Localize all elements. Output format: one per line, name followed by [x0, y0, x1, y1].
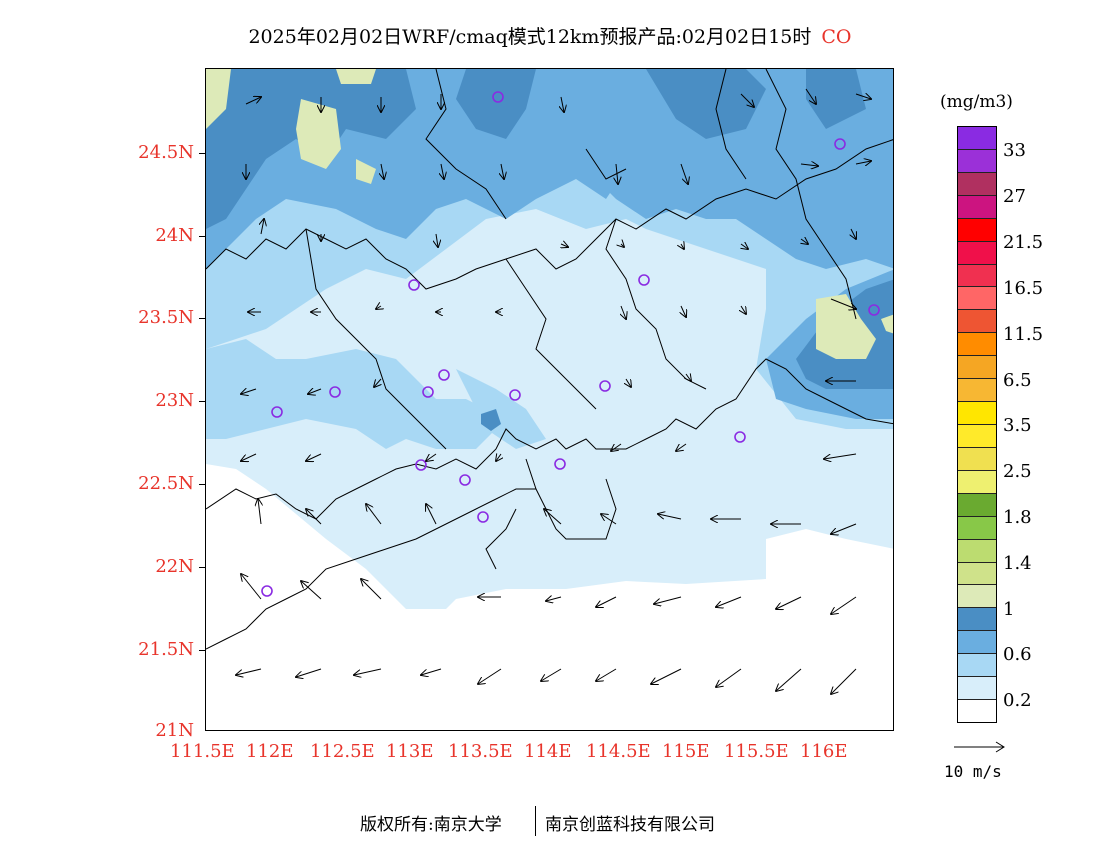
vector-legend-label: 10 m/s: [944, 762, 1002, 781]
colorbar-label-0.6: 0.6: [1003, 644, 1032, 665]
colorbar-swatch: [958, 608, 996, 632]
co-band-green-b: [296, 99, 341, 169]
lon-label-116: 116E: [800, 741, 848, 762]
colorbar-swatch: [958, 447, 996, 471]
colorbar-swatch: [958, 516, 996, 540]
colorbar-swatch: [958, 149, 996, 173]
colorbar-swatch: [958, 356, 996, 380]
title-text: 2025年02月02日WRF/cmaq模式12km预报产品:02月02日15时: [248, 26, 812, 48]
co-band-1.4b: [456, 69, 536, 139]
lon-label-113: 113E: [386, 741, 434, 762]
colorbar-swatch: [958, 379, 996, 403]
lon-label-112: 112E: [246, 741, 294, 762]
colorbar-label-33: 33: [1003, 140, 1026, 161]
footer-divider: [535, 806, 536, 836]
colorbar-label-6.5: 6.5: [1003, 370, 1032, 391]
lat-label-23.5: 23.5N: [138, 307, 194, 328]
colorbar-swatch: [958, 402, 996, 425]
lon-label-111.5: 111.5E: [170, 741, 235, 762]
lat-label-21: 21N: [155, 720, 194, 741]
colorbar-label-3.5: 3.5: [1003, 415, 1032, 436]
y-tick-21.5: [199, 650, 205, 651]
colorbar-swatch: [958, 654, 996, 678]
monitoring-sites: [261, 91, 880, 597]
map-svg: [206, 69, 893, 731]
colorbar-swatch: [958, 264, 996, 288]
lat-label-22.5: 22.5N: [138, 473, 194, 494]
colorbar-swatch: [958, 127, 996, 150]
co-band-green-d: [336, 69, 376, 84]
co-band-green-c: [356, 159, 376, 184]
colorbar-swatch: [958, 631, 996, 655]
colorbar-swatch: [958, 218, 996, 242]
colorbar-swatch: [958, 172, 996, 196]
colorbar-label-2.5: 2.5: [1003, 461, 1032, 482]
colorbar-unit: (mg/m3): [940, 92, 1013, 112]
co-band-1.4c: [646, 69, 766, 139]
colorbar-swatch: [958, 241, 996, 265]
vector-legend-arrow: [954, 741, 1005, 753]
footer-company: 南京创蓝科技有限公司: [545, 815, 715, 835]
y-tick-22.5: [199, 484, 205, 485]
colorbar-swatch: [958, 700, 996, 722]
co-band-green: [206, 69, 231, 129]
colorbar-label-11.5: 11.5: [1003, 324, 1044, 345]
y-tick-24.5: [199, 153, 205, 154]
colorbar-swatch: [958, 493, 996, 517]
lat-label-23: 23N: [155, 390, 194, 411]
y-tick-22: [199, 567, 205, 568]
co-band-1.4d: [806, 69, 866, 129]
colorbar-swatch: [958, 470, 996, 494]
species-label: CO: [821, 26, 852, 48]
y-tick-24: [199, 236, 205, 237]
wind-vectors: [236, 88, 871, 694]
colorbar-swatch: [958, 424, 996, 448]
lon-label-112.5: 112.5E: [310, 741, 375, 762]
colorbar-label-21.5: 21.5: [1003, 232, 1044, 253]
colorbar-label-27: 27: [1003, 186, 1026, 207]
colorbar-swatch: [958, 333, 996, 357]
lon-label-115: 115E: [662, 741, 710, 762]
map-title: 2025年02月02日WRF/cmaq模式12km预报产品:02月02日15时 C…: [0, 22, 1100, 49]
y-tick-23.5: [199, 318, 205, 319]
co-band-green-f: [881, 314, 893, 334]
lat-label-22: 22N: [155, 556, 194, 577]
colorbar-label-0.2: 0.2: [1003, 690, 1032, 711]
colorbar-swatch: [958, 562, 996, 586]
colorbar-label-1.8: 1.8: [1003, 507, 1032, 528]
lon-label-114.5: 114.5E: [586, 741, 651, 762]
co-concentration-map[interactable]: [205, 68, 894, 731]
co-hotspot: [481, 409, 501, 431]
footer-copyright: 版权所有:南京大学: [360, 815, 502, 835]
lat-label-21.5: 21.5N: [138, 639, 194, 660]
colorbar-label-16.5: 16.5: [1003, 278, 1044, 299]
lat-label-24.5: 24.5N: [138, 142, 194, 163]
colorbar-swatch: [958, 677, 996, 701]
co-band-green-e: [816, 294, 876, 359]
colorbar-swatch: [958, 310, 996, 334]
lat-label-24: 24N: [155, 225, 194, 246]
lon-label-113.5: 113.5E: [448, 741, 513, 762]
colorbar: [957, 126, 997, 723]
colorbar-swatch: [958, 539, 996, 563]
y-tick-23: [199, 401, 205, 402]
colorbar-swatch: [958, 195, 996, 219]
colorbar-swatch: [958, 585, 996, 609]
colorbar-label-1: 1: [1003, 599, 1015, 620]
co-band-0.6c: [456, 369, 546, 449]
lon-label-114: 114E: [524, 741, 572, 762]
co-band-0.6b: [206, 339, 496, 449]
lon-label-115.5: 115.5E: [724, 741, 789, 762]
colorbar-swatch: [958, 287, 996, 311]
colorbar-label-1.4: 1.4: [1003, 553, 1032, 574]
